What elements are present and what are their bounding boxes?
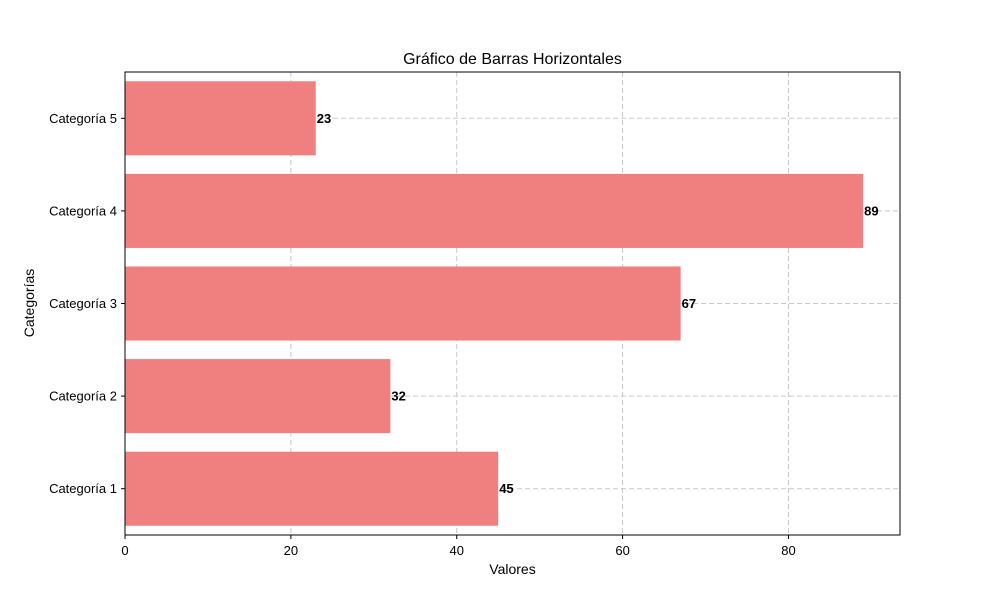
y-tick-label: Categoría 5 bbox=[49, 111, 117, 126]
data-label: 45 bbox=[499, 481, 513, 496]
y-tick-label: Categoría 1 bbox=[49, 481, 117, 496]
x-tick-label: 40 bbox=[449, 543, 463, 558]
data-labels-layer: 45 32 67 89 23 bbox=[317, 111, 879, 496]
bar bbox=[125, 359, 391, 434]
chart-title: Gráfico de Barras Horizontales bbox=[403, 51, 622, 68]
y-axis-label: Categorías bbox=[21, 269, 37, 337]
x-tick-label: 20 bbox=[284, 543, 298, 558]
bar bbox=[125, 173, 864, 248]
x-axis-label: Valores bbox=[489, 561, 535, 577]
x-tick-label: 0 bbox=[121, 543, 128, 558]
bar bbox=[125, 81, 316, 156]
data-label: 67 bbox=[682, 296, 696, 311]
y-tick-label: Categoría 2 bbox=[49, 389, 117, 404]
data-label: 32 bbox=[391, 389, 405, 404]
bar bbox=[125, 266, 681, 341]
y-tick-label: Categoría 4 bbox=[49, 203, 117, 218]
x-tick-label: 60 bbox=[615, 543, 629, 558]
x-tick-label: 80 bbox=[781, 543, 795, 558]
data-label: 23 bbox=[317, 111, 331, 126]
bar bbox=[125, 451, 499, 526]
bars-layer bbox=[125, 81, 864, 526]
ticks-layer: 0 20 40 60 80 Categoría 1 Categoría 2 Categoría… bbox=[49, 111, 796, 558]
data-label: 89 bbox=[864, 203, 878, 218]
y-tick-label: Categoría 3 bbox=[49, 296, 117, 311]
